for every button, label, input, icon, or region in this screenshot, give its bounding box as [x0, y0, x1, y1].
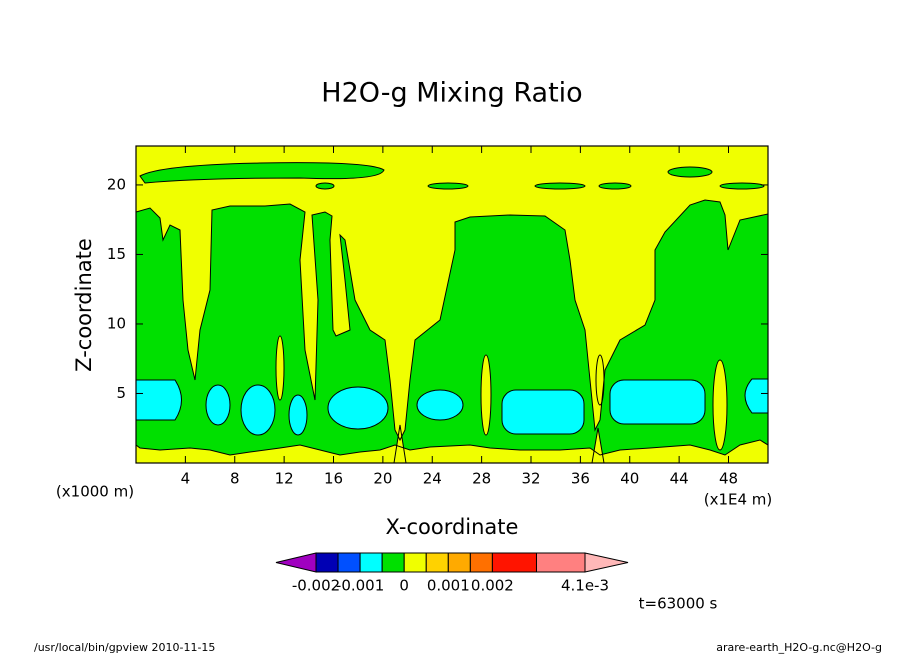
contour-region	[428, 183, 468, 189]
contour-region	[328, 387, 388, 429]
x-axis-label: X-coordinate	[386, 515, 519, 539]
contour-region	[276, 336, 284, 400]
x-tick-label: 40	[620, 470, 639, 488]
x-tick-label: 12	[275, 470, 294, 488]
colorbar-tick-label: -0.002	[292, 577, 340, 595]
contour-region	[599, 183, 631, 189]
contour-line	[598, 182, 632, 190]
colorbar-tick-label: -0.001	[336, 577, 384, 595]
plot-frame	[135, 145, 769, 464]
contour-region	[241, 385, 275, 435]
contour-line	[240, 384, 276, 436]
contour-line	[427, 182, 469, 190]
contour-region	[720, 183, 764, 189]
contour-region	[206, 385, 230, 425]
y-tick-label: 15	[107, 245, 126, 263]
contour-region	[316, 183, 334, 189]
x-tick-label: 36	[571, 470, 590, 488]
colorbar-box	[315, 552, 339, 573]
contour-region	[481, 355, 491, 435]
colorbar-tick-label: 0.002	[471, 577, 514, 595]
contour-region	[610, 380, 705, 424]
colorbar-box	[403, 552, 427, 573]
footer-right: arare-earth_H2O-g.nc@H2O-g	[716, 641, 882, 654]
contour-line	[315, 182, 335, 190]
x-tick-label: 16	[324, 470, 343, 488]
contour-line	[480, 354, 492, 436]
contour-region	[596, 355, 604, 405]
contour-region	[713, 360, 727, 450]
colorbar-tick-label: 0	[399, 577, 409, 595]
x-tick-label: 44	[670, 470, 689, 488]
contour-region	[668, 167, 712, 177]
contour-region	[394, 425, 406, 463]
contour-line	[591, 427, 605, 463]
contour-region	[535, 183, 585, 189]
contour-line	[205, 384, 231, 426]
contour-line	[534, 182, 586, 190]
colorbar-box	[425, 552, 449, 573]
x-tick-label: 20	[373, 470, 392, 488]
x-tick-label: 48	[719, 470, 738, 488]
contour-line	[667, 166, 713, 178]
contour-line	[609, 379, 706, 425]
contour-line	[393, 424, 407, 463]
x-scale-label: (x1E4 m)	[704, 491, 773, 509]
contour-line	[136, 199, 768, 456]
x-unit-label: (x1000 m)	[56, 483, 134, 501]
contour-region	[502, 390, 584, 434]
colorbar-under	[275, 552, 317, 573]
time-annotation: t=63000 s	[639, 595, 718, 613]
colorbar-box	[447, 552, 471, 573]
contour-region	[136, 380, 182, 420]
colorbar-box	[469, 552, 493, 573]
x-tick-label: 28	[472, 470, 491, 488]
contour-line	[288, 394, 308, 436]
contour-region	[417, 390, 463, 420]
contour-region	[745, 379, 768, 413]
contour-line	[136, 379, 182, 421]
contour-line	[275, 335, 285, 401]
contour-line	[744, 378, 768, 414]
x-tick-label: 24	[423, 470, 442, 488]
contour-line	[416, 389, 464, 421]
colorbar-box	[381, 552, 405, 573]
x-tick-label: 8	[230, 470, 240, 488]
chart-title: H2O-g Mixing Ratio	[321, 78, 582, 109]
x-tick-label: 32	[521, 470, 540, 488]
y-tick-label: 5	[116, 384, 126, 402]
contour-region	[289, 395, 307, 435]
contour-line	[139, 162, 385, 184]
contour-lines	[136, 162, 768, 463]
contour-field	[136, 146, 768, 463]
colorbar-box	[337, 552, 361, 573]
contour-line	[719, 182, 765, 190]
contour-line	[501, 389, 585, 435]
footer-left: /usr/local/bin/gpview 2010-11-15	[34, 641, 215, 654]
colorbar-box	[535, 552, 586, 573]
colorbar-box	[491, 552, 537, 573]
contour-line	[327, 386, 389, 430]
y-tick-label: 10	[107, 314, 126, 332]
contour-line	[712, 359, 728, 451]
contour-line	[595, 354, 605, 406]
colorbar-tick-label: 4.1e-3	[561, 577, 609, 595]
x-tick-label: 4	[181, 470, 191, 488]
colorbar-tick-label: 0.001	[427, 577, 470, 595]
contour-region	[140, 162, 384, 183]
colorbar-over	[584, 552, 629, 573]
y-tick-label: 20	[107, 175, 126, 193]
colorbar-box	[359, 552, 383, 573]
y-axis-label: Z-coordinate	[72, 238, 96, 372]
